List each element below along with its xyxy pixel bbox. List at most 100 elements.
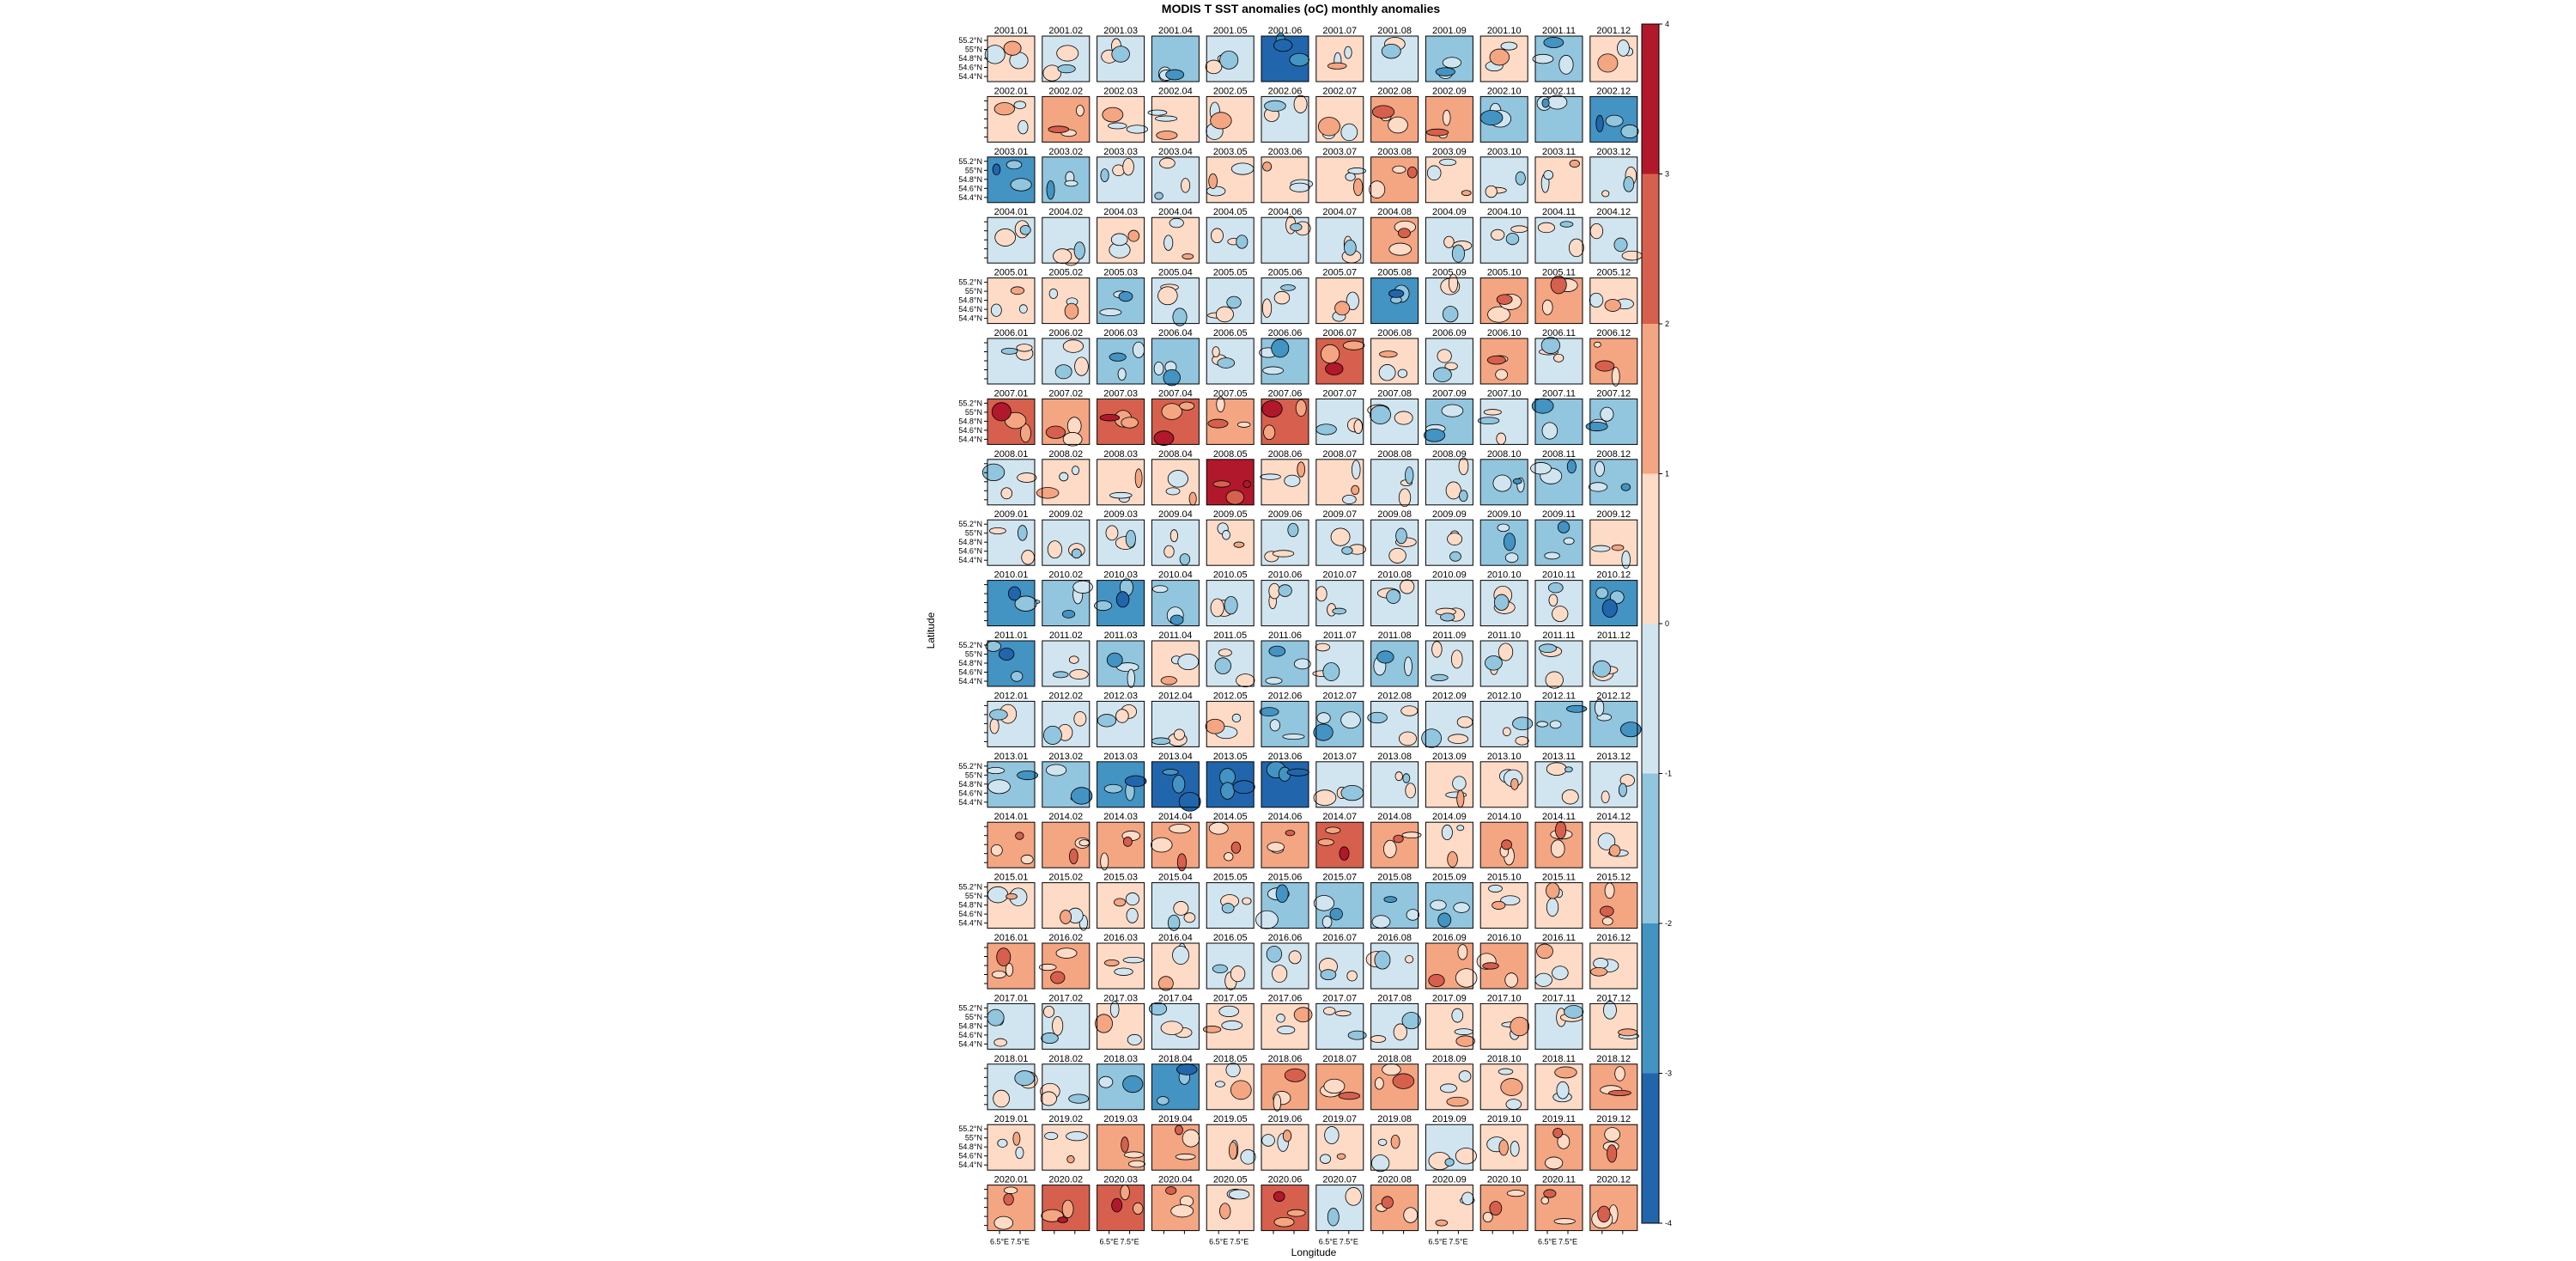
contour-patch: [1601, 790, 1610, 804]
panel-frame: [1206, 821, 1255, 868]
panel-frame: [1261, 580, 1309, 627]
panel-label: 2016.11: [1542, 933, 1576, 943]
contour-patch: [1534, 972, 1552, 987]
contour-patch: [1010, 178, 1032, 192]
contour-patch: [1540, 1197, 1550, 1205]
contour-patch: [1229, 1189, 1250, 1200]
colorbar: -4 -3 -2 -1 0 1 2 3 4: [1641, 20, 1672, 1227]
panel-label: 2012.05: [1213, 691, 1248, 701]
contour-patch: [1261, 1134, 1275, 1147]
contour-patch: [1160, 676, 1177, 685]
contour-patch: [1455, 1148, 1477, 1165]
panel-label: 2012.03: [1103, 691, 1138, 701]
panel-2018.02: 2018.02: [1040, 1054, 1091, 1111]
panel-2004.02: 2004.02: [1042, 207, 1091, 266]
panel-2001.03: 2001.03: [1097, 26, 1145, 82]
panel-frame: [1370, 942, 1419, 990]
panel-label: 2013.02: [1048, 752, 1083, 762]
panel-2017.07: 2017.07: [1315, 993, 1367, 1050]
contour-patch: [1263, 424, 1276, 441]
panel-label: 2009.09: [1432, 509, 1467, 520]
contour-patch: [1601, 599, 1618, 618]
panel-frame: [1097, 1002, 1145, 1050]
panel-label: 2017.04: [1158, 993, 1193, 1003]
panel-2007.07: 2007.07: [1315, 388, 1364, 445]
contour-patch: [1353, 419, 1363, 435]
contour-patch: [1482, 962, 1499, 970]
panel-frame: [1534, 35, 1583, 82]
contour-patch: [1336, 1153, 1346, 1160]
contour-patch: [1230, 966, 1246, 983]
contour-patch: [984, 45, 1005, 64]
panel-frame: [1097, 35, 1145, 82]
panel-label: 2011.05: [1213, 630, 1247, 641]
panel-frame: [1425, 519, 1473, 566]
panel-2016.04: 2016.04: [1151, 933, 1200, 991]
contour-patch: [1421, 728, 1443, 748]
panel-frame: [1261, 700, 1309, 747]
contour-patch: [1072, 580, 1093, 594]
contour-patch: [1061, 1199, 1074, 1219]
contour-patch: [996, 947, 1012, 966]
panel-2018.10: 2018.10: [1479, 1054, 1528, 1111]
panel-frame: [1261, 1063, 1309, 1111]
contour-patch: [1165, 69, 1185, 81]
panel-frame: [1206, 1124, 1255, 1171]
panel-label: 2006.07: [1322, 328, 1357, 338]
contour-patch: [1078, 839, 1090, 847]
contour-patch: [1153, 430, 1175, 446]
panel-frame: [1370, 35, 1419, 82]
contour-patch: [1388, 116, 1408, 134]
contour-patch: [1494, 594, 1510, 611]
panel-frame: [1589, 821, 1638, 868]
y-tick-label: 54.6°N: [958, 789, 982, 797]
panel-2014.03: 2014.03: [1097, 812, 1145, 871]
contour-patch: [1563, 537, 1575, 545]
panel-2016.02: 2016.02: [1038, 933, 1091, 990]
panel-2014.07: 2014.07: [1315, 812, 1364, 868]
contour-patch: [1608, 1089, 1631, 1096]
panel-2017.06: 2017.06: [1261, 993, 1313, 1050]
panel-frame: [1479, 942, 1528, 990]
contour-patch: [1618, 1028, 1638, 1037]
contour-patch: [1559, 221, 1574, 228]
panel-frame: [1261, 882, 1309, 929]
contour-patch: [1500, 895, 1521, 906]
panel-2009.10: 2009.10: [1479, 509, 1528, 566]
panel-label: 2002.08: [1377, 86, 1412, 96]
contour-patch: [1220, 782, 1235, 800]
contour-patch: [1405, 783, 1416, 799]
contour-patch: [1064, 180, 1078, 187]
panel-2015.02: 2015.02: [1042, 873, 1091, 931]
panel-label: 2020.05: [1213, 1175, 1248, 1185]
panel-label: 2008.03: [1103, 449, 1138, 460]
contour-patch: [1448, 734, 1469, 744]
contour-patch: [1340, 711, 1361, 729]
panel-2020.01: 2020.01: [987, 1175, 1036, 1232]
panel-2007.11: 2007.11: [1531, 388, 1583, 445]
panel-2005.08: 2005.08: [1370, 268, 1419, 325]
panel-2003.10: 2003.10: [1479, 147, 1528, 204]
panel-label: 2004.11: [1542, 207, 1576, 217]
panel-frame: [1206, 156, 1255, 204]
contour-patch: [1285, 830, 1296, 837]
contour-patch: [1477, 417, 1500, 425]
panel-label: 2001.12: [1596, 26, 1631, 36]
contour-patch: [1440, 612, 1455, 622]
contour-patch: [1556, 1081, 1570, 1100]
contour-patch: [1505, 1099, 1522, 1110]
contour-patch: [1593, 341, 1601, 348]
contour-patch: [1297, 461, 1306, 478]
contour-patch: [1397, 369, 1408, 378]
panel-2011.01: 2011.01: [985, 630, 1036, 687]
panel-frame: [1370, 277, 1419, 325]
panel-2014.06: 2014.06: [1261, 812, 1309, 868]
contour-patch: [1504, 552, 1519, 563]
panel-2006.10: 2006.10: [1479, 328, 1528, 385]
y-tick-label: 54.4°N: [958, 1039, 982, 1048]
contour-patch: [1441, 825, 1453, 841]
panel-label: 2013.12: [1596, 752, 1631, 762]
contour-patch: [999, 648, 1015, 661]
panel-2014.04: 2014.04: [1151, 812, 1200, 872]
contour-patch: [1236, 673, 1255, 688]
